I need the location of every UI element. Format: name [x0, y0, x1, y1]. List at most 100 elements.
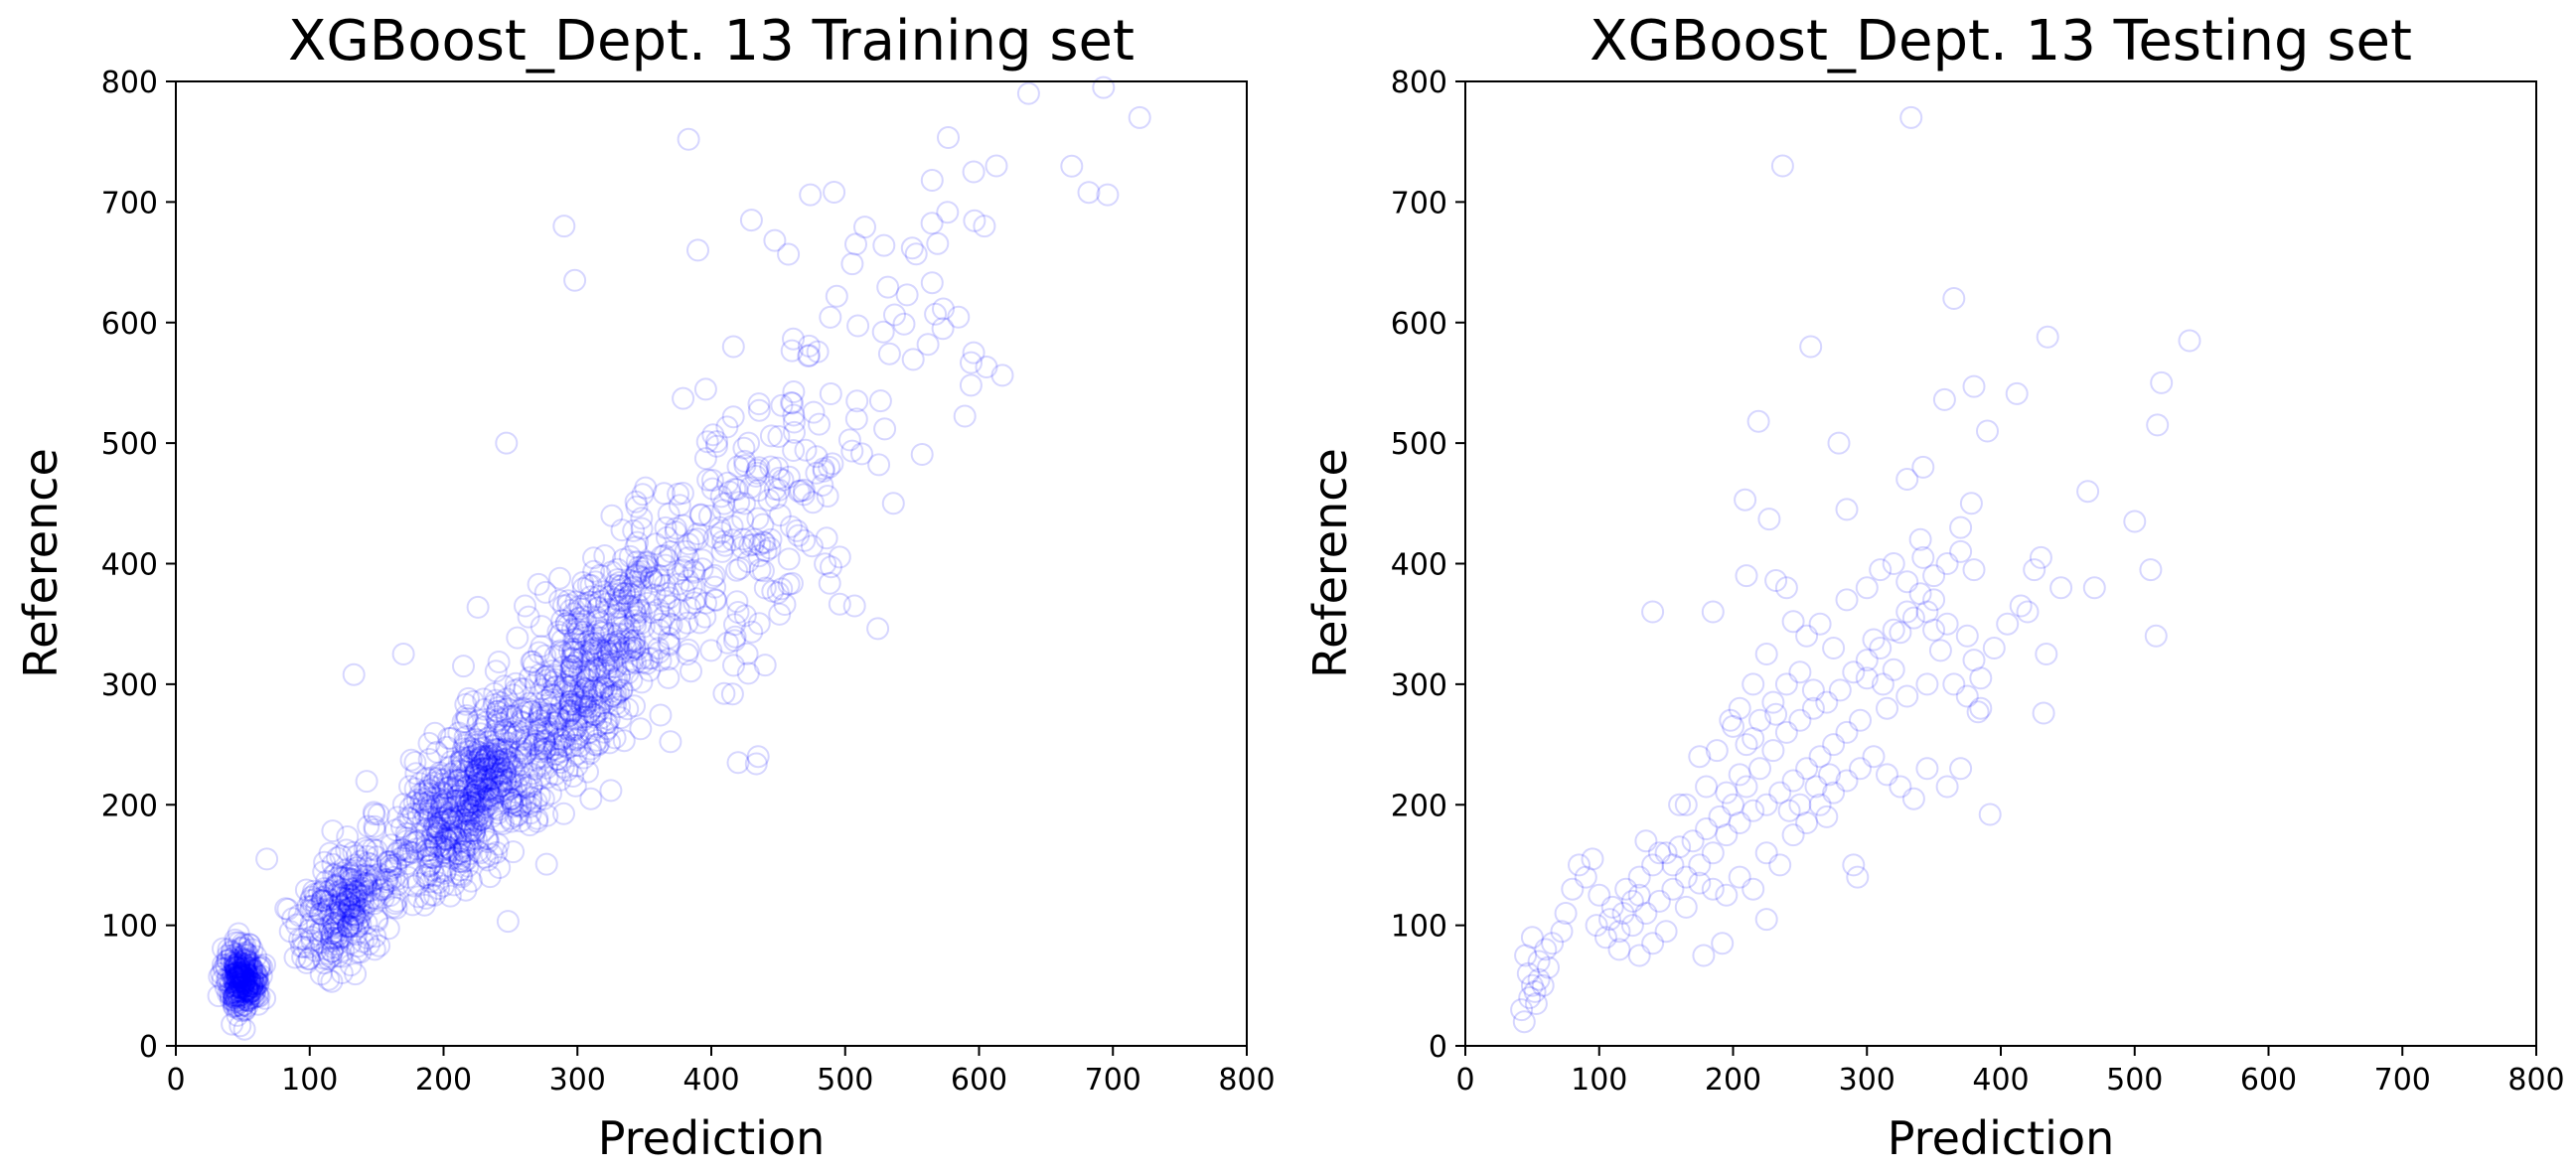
training-data-point	[351, 930, 375, 953]
training-data-point	[474, 748, 498, 772]
training-y-tick-label: 500	[101, 427, 158, 462]
training-data-point	[319, 888, 343, 912]
training-data-point	[716, 471, 739, 495]
training-data-point	[787, 523, 811, 547]
training-data-point	[840, 252, 864, 276]
testing-data-point	[1822, 781, 1846, 805]
training-data-point	[441, 769, 465, 792]
training-data-point	[548, 566, 571, 590]
training-data-point	[320, 922, 344, 946]
training-data-point	[705, 430, 728, 454]
training-data-point	[689, 503, 713, 526]
training-data-point	[821, 452, 844, 476]
training-data-point	[773, 593, 797, 616]
training-data-point	[211, 952, 234, 976]
training-x-tick-label: 500	[817, 1063, 873, 1098]
training-data-point	[356, 838, 379, 862]
training-data-point	[722, 654, 745, 677]
training-data-point	[985, 154, 1008, 178]
testing-data-point	[1774, 672, 1798, 696]
training-data-point	[392, 843, 416, 867]
training-data-point	[540, 683, 564, 707]
training-data-point	[571, 632, 595, 656]
training-data-point	[309, 962, 333, 986]
training-data-point	[530, 717, 553, 740]
training-data-point	[472, 797, 496, 820]
training-data-point	[496, 696, 520, 720]
training-data-point	[226, 952, 249, 976]
training-data-point	[435, 735, 459, 759]
training-data-point	[563, 627, 587, 651]
testing-data-point	[1568, 853, 1591, 877]
training-data-point	[704, 589, 727, 612]
training-data-point	[227, 984, 250, 1008]
training-data-point	[595, 677, 619, 701]
training-data-point	[558, 699, 582, 723]
training-data-point	[625, 495, 649, 518]
testing-data-point	[1607, 920, 1631, 944]
training-data-point	[240, 955, 264, 979]
training-data-point	[422, 771, 446, 795]
training-data-point	[479, 784, 503, 807]
training-data-point	[428, 845, 452, 868]
training-data-point	[520, 700, 543, 724]
training-data-point	[535, 716, 559, 739]
training-data-point	[530, 635, 553, 659]
testing-y-tick-label: 100	[1391, 910, 1447, 945]
training-data-point	[588, 626, 612, 650]
training-data-point	[456, 803, 480, 825]
training-data-point	[531, 787, 555, 810]
testing-data-point	[1654, 920, 1678, 944]
training-data-point	[604, 587, 627, 611]
training-data-point	[787, 480, 811, 504]
training-data-point	[330, 861, 354, 885]
testing-data-point	[1842, 853, 1866, 877]
training-data-point	[216, 971, 239, 995]
training-data-point	[627, 555, 651, 579]
training-data-point	[229, 962, 253, 986]
training-data-point	[360, 873, 383, 897]
training-data-point	[231, 962, 255, 986]
training-data-point	[216, 949, 239, 972]
training-data-point	[586, 596, 610, 620]
training-data-point	[438, 820, 462, 843]
training-data-point	[597, 598, 621, 621]
testing-x-tick-label: 200	[1705, 1063, 1761, 1098]
training-data-point	[408, 783, 432, 806]
training-data-point	[396, 806, 420, 829]
training-data-point	[320, 903, 344, 927]
training-data-point	[866, 617, 890, 641]
training-data-point	[237, 979, 260, 1003]
training-data-point	[335, 883, 359, 907]
testing-data-point	[1768, 853, 1792, 877]
training-data-point	[587, 699, 611, 723]
training-data-point	[551, 679, 575, 703]
training-data-point	[591, 618, 615, 642]
training-data-point	[298, 947, 321, 970]
training-data-point	[233, 979, 257, 1003]
training-data-point	[561, 684, 585, 707]
training-data-point	[538, 690, 562, 714]
training-data-point	[458, 803, 482, 826]
training-data-point	[226, 1003, 249, 1027]
training-data-point	[439, 726, 463, 750]
training-data-point	[385, 867, 409, 891]
testing-data-point	[1822, 637, 1846, 659]
training-data-point	[685, 527, 709, 551]
training-data-point	[237, 972, 261, 996]
training-data-point	[533, 711, 557, 735]
training-data-point	[505, 794, 529, 816]
training-data-point	[530, 615, 553, 639]
training-data-point	[489, 774, 513, 798]
training-data-point	[528, 784, 551, 807]
training-data-point	[543, 714, 567, 738]
training-data-point	[237, 933, 261, 956]
training-data-point	[624, 490, 648, 513]
training-data-point	[622, 575, 645, 599]
testing-data-point	[1962, 649, 1986, 672]
training-data-point	[588, 563, 612, 587]
training-data-point	[659, 730, 682, 754]
training-data-point	[592, 720, 616, 744]
training-data-point	[747, 612, 771, 636]
training-data-point	[676, 643, 699, 666]
